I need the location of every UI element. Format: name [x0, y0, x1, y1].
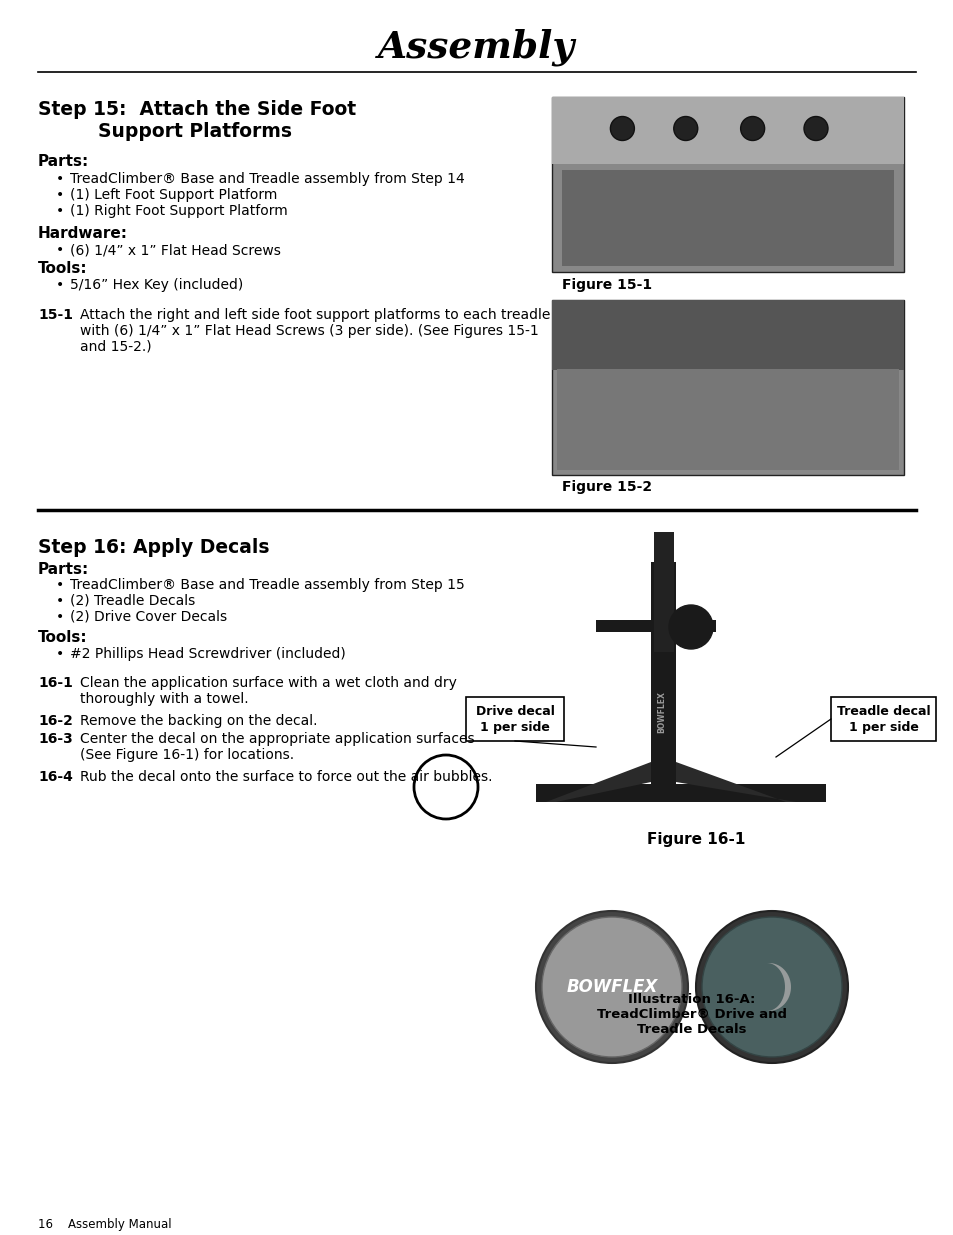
Text: Figure 15-2: Figure 15-2 [561, 480, 652, 494]
Bar [536, 784, 825, 802]
Text: thoroughly with a towel.: thoroughly with a towel. [80, 692, 249, 706]
Text: TreadClimber® Drive and: TreadClimber® Drive and [597, 1008, 786, 1021]
Text: Step 16: Apply Decals: Step 16: Apply Decals [38, 538, 269, 557]
Text: Attach the right and left side foot support platforms to each treadle: Attach the right and left side foot supp… [80, 308, 550, 322]
Text: and 15-2.): and 15-2.) [80, 340, 152, 354]
Circle shape [803, 116, 827, 141]
Text: Step 15:  Attach the Side Foot: Step 15: Attach the Side Foot [38, 100, 355, 119]
Text: (6) 1/4” x 1” Flat Head Screws: (6) 1/4” x 1” Flat Head Screws [70, 243, 280, 257]
Text: 1 per side: 1 per side [479, 721, 549, 734]
Text: 1 per side: 1 per side [847, 721, 918, 734]
Text: Assembly: Assembly [378, 28, 575, 65]
Circle shape [673, 116, 697, 141]
Text: Remove the backing on the decal.: Remove the backing on the decal. [80, 714, 317, 727]
Text: •: • [56, 172, 64, 186]
Bar [552, 300, 903, 475]
Bar [552, 300, 903, 370]
Text: •: • [56, 578, 64, 592]
Circle shape [696, 911, 847, 1063]
Bar [561, 169, 893, 266]
Text: 16-1: 16-1 [38, 676, 72, 690]
Polygon shape [676, 762, 795, 802]
Text: •: • [56, 278, 64, 291]
Circle shape [610, 116, 634, 141]
Text: Rub the decal onto the surface to force out the air bubbles.: Rub the decal onto the surface to force … [80, 769, 492, 784]
Text: Drive decal: Drive decal [475, 705, 554, 718]
Text: TreadClimber® Base and Treadle assembly from Step 15: TreadClimber® Base and Treadle assembly … [70, 578, 464, 592]
Text: 16    Assembly Manual: 16 Assembly Manual [38, 1218, 172, 1231]
Text: •: • [56, 594, 64, 608]
Bar [650, 562, 676, 802]
Polygon shape [766, 963, 790, 1011]
Text: (2) Treadle Decals: (2) Treadle Decals [70, 594, 195, 608]
Text: with (6) 1/4” x 1” Flat Head Screws (3 per side). (See Figures 15-1: with (6) 1/4” x 1” Flat Head Screws (3 p… [80, 324, 538, 338]
Text: BOWFLEX: BOWFLEX [566, 978, 657, 995]
Text: Treadle decal: Treadle decal [836, 705, 929, 718]
Bar [654, 532, 673, 652]
Text: (1) Right Foot Support Platform: (1) Right Foot Support Platform [70, 204, 288, 219]
Text: (1) Left Foot Support Platform: (1) Left Foot Support Platform [70, 188, 277, 203]
Bar [465, 697, 563, 741]
Bar [552, 98, 903, 163]
Bar [557, 368, 898, 471]
Text: 5/16” Hex Key (included): 5/16” Hex Key (included) [70, 278, 243, 291]
Circle shape [701, 918, 841, 1057]
Text: BOWFLEX: BOWFLEX [657, 692, 666, 732]
Text: Clean the application surface with a wet cloth and dry: Clean the application surface with a wet… [80, 676, 456, 690]
Bar [830, 697, 935, 741]
Bar [596, 620, 716, 632]
Text: Tools:: Tools: [38, 630, 88, 645]
Circle shape [668, 605, 712, 650]
Circle shape [536, 911, 687, 1063]
Text: •: • [56, 610, 64, 624]
Text: Illustration 16-A:: Illustration 16-A: [628, 993, 755, 1007]
Text: Center the decal on the appropriate application surfaces: Center the decal on the appropriate appl… [80, 732, 475, 746]
Text: 15-1: 15-1 [38, 308, 73, 322]
Text: 16-4: 16-4 [38, 769, 72, 784]
Text: (2) Drive Cover Decals: (2) Drive Cover Decals [70, 610, 227, 624]
Text: •: • [56, 243, 64, 257]
Text: •: • [56, 188, 64, 203]
Text: Support Platforms: Support Platforms [98, 122, 292, 141]
Polygon shape [545, 762, 650, 802]
Text: Tools:: Tools: [38, 261, 88, 275]
Circle shape [541, 918, 681, 1057]
Text: TreadClimber® Base and Treadle assembly from Step 14: TreadClimber® Base and Treadle assembly … [70, 172, 464, 186]
Text: (See Figure 16-1) for locations.: (See Figure 16-1) for locations. [80, 748, 294, 762]
Text: Figure 16-1: Figure 16-1 [646, 832, 744, 847]
Text: 16-3: 16-3 [38, 732, 72, 746]
Text: #2 Phillips Head Screwdriver (included): #2 Phillips Head Screwdriver (included) [70, 647, 345, 661]
Text: •: • [56, 647, 64, 661]
Text: Treadle Decals: Treadle Decals [637, 1023, 746, 1036]
Text: •: • [56, 204, 64, 219]
Text: Figure 15-1: Figure 15-1 [561, 278, 652, 291]
Text: Parts:: Parts: [38, 154, 90, 169]
Circle shape [740, 116, 764, 141]
Bar [552, 98, 903, 272]
Bar [476, 552, 915, 823]
Text: 16-2: 16-2 [38, 714, 72, 727]
Text: Parts:: Parts: [38, 562, 90, 577]
Text: Hardware:: Hardware: [38, 226, 128, 241]
